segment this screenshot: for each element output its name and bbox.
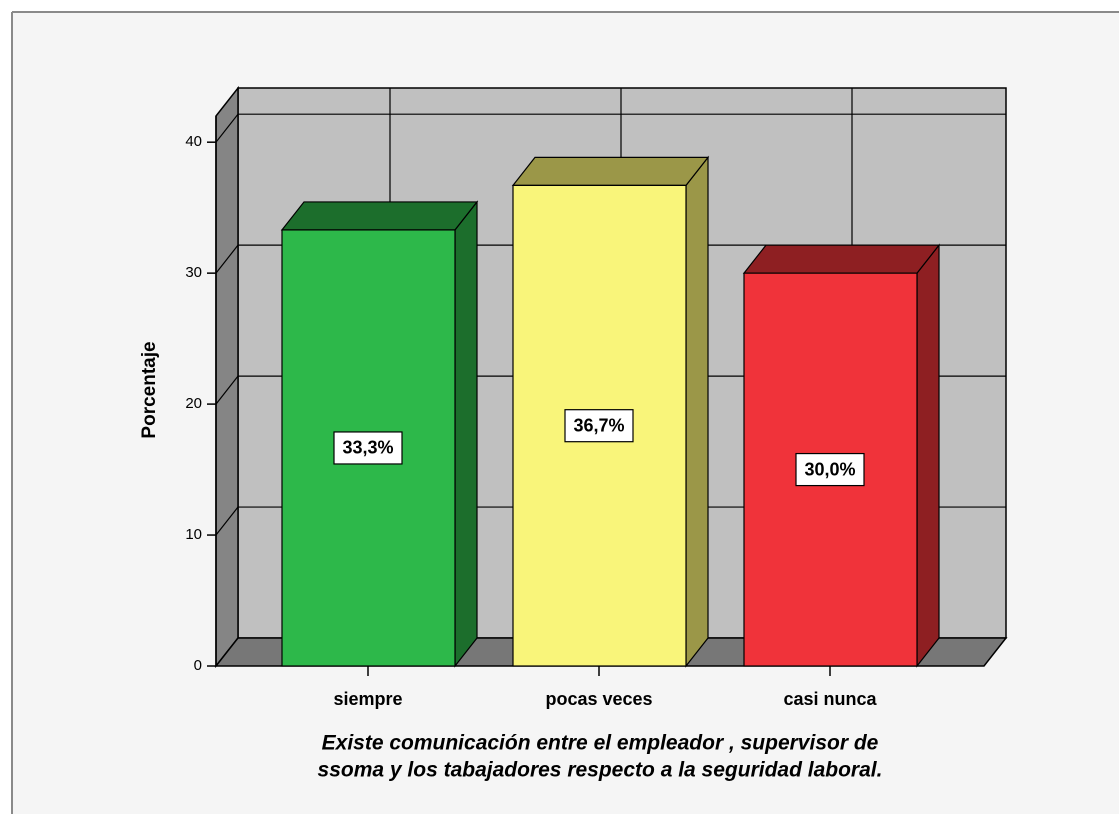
value-label: 33,3% <box>342 438 393 458</box>
grid-line <box>215 375 239 405</box>
value-label-box <box>564 409 634 443</box>
bar-top <box>742 244 941 274</box>
left-wall <box>215 85 239 669</box>
y-tick-label: 10 <box>185 526 202 543</box>
x-tick-label: pocas veces <box>545 689 652 709</box>
bar-top <box>511 156 710 187</box>
bar-side <box>454 200 478 668</box>
y-tick-label: 30 <box>185 264 202 281</box>
x-axis-label: Existe comunicación entre el empleador ,… <box>322 732 879 755</box>
value-label: 30,0% <box>804 459 855 479</box>
bar-side <box>685 155 709 668</box>
y-tick-label: 40 <box>185 133 202 150</box>
value-label: 36,7% <box>573 415 624 435</box>
value-label-box <box>795 452 865 487</box>
x-tick-label: siempre <box>333 689 402 709</box>
bar-side <box>916 243 940 668</box>
grid-line <box>215 113 239 143</box>
bar-top <box>280 201 479 231</box>
value-label-box <box>333 431 403 465</box>
y-axis-label: Porcentaje <box>139 341 160 438</box>
x-tick-label: casi nunca <box>783 689 877 709</box>
x-axis-label: ssoma y los tabajadores respecto a la se… <box>318 759 883 782</box>
grid-line <box>215 244 239 274</box>
grid-line <box>215 506 239 536</box>
y-tick-label: 20 <box>185 395 202 412</box>
y-tick-label: 0 <box>194 657 202 674</box>
